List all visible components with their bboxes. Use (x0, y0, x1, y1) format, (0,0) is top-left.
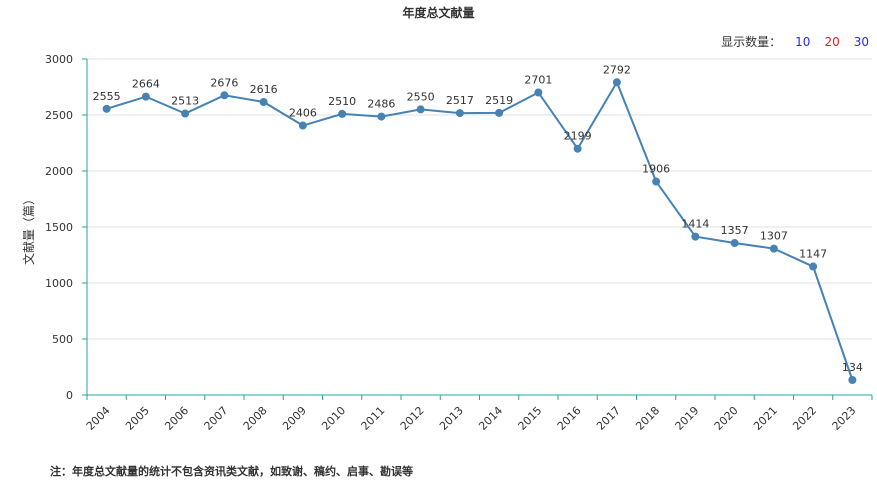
y-axis-label: 文献量（篇） (21, 193, 36, 265)
data-point (416, 105, 425, 114)
data-point (259, 98, 268, 107)
data-label: 2406 (289, 107, 317, 120)
data-label: 2555 (93, 90, 121, 103)
footnote: 注：年度总文献量的统计不包含资讯类文献，如致谢、稿约、启事、勘误等 (50, 465, 413, 478)
x-tick-label: 2022 (790, 404, 819, 433)
x-tick-label: 2015 (516, 404, 545, 433)
data-point (298, 121, 307, 130)
data-point (848, 375, 857, 384)
x-tick-label: 2023 (830, 404, 859, 433)
y-tick-label: 1000 (45, 277, 73, 290)
data-label: 2486 (367, 98, 395, 111)
x-tick-label: 2010 (319, 404, 348, 433)
display-count-label: 显示数量： (721, 35, 782, 49)
data-point (181, 109, 190, 118)
display-count-option-30[interactable]: 30 (853, 34, 869, 49)
x-tick-label: 2019 (673, 404, 702, 433)
x-tick-label: 2018 (633, 404, 662, 433)
y-tick-label: 500 (52, 333, 73, 346)
data-label: 1906 (642, 163, 670, 176)
data-label: 2517 (446, 94, 474, 107)
data-label: 1307 (760, 230, 788, 243)
data-label: 1414 (681, 218, 709, 231)
data-label: 2510 (328, 95, 356, 108)
data-point (455, 109, 464, 118)
data-label: 2550 (407, 90, 435, 103)
x-tick-label: 2021 (751, 404, 780, 433)
data-point (495, 108, 504, 117)
data-label: 1147 (799, 248, 827, 261)
x-tick-label: 2004 (84, 404, 113, 433)
data-point (338, 109, 347, 118)
x-tick-label: 2007 (202, 404, 231, 433)
data-point (691, 232, 700, 241)
y-tick-label: 2000 (45, 165, 73, 178)
display-count-selector: 显示数量： 10 20 30 (721, 33, 869, 50)
data-point (220, 91, 229, 100)
chart-title: 年度总文献量 (402, 6, 475, 20)
data-label: 2701 (524, 73, 552, 86)
display-count-option-20[interactable]: 20 (824, 34, 840, 49)
data-label: 2519 (485, 94, 513, 107)
x-tick-label: 2016 (555, 404, 584, 433)
data-label: 1357 (721, 224, 749, 237)
x-tick-label: 2012 (398, 404, 427, 433)
x-tick-label: 2013 (437, 404, 466, 433)
display-count-option-10[interactable]: 10 (795, 34, 811, 49)
y-tick-label: 2500 (45, 109, 73, 122)
data-point (769, 244, 778, 253)
x-tick-label: 2020 (712, 404, 741, 433)
x-tick-label: 2014 (476, 404, 505, 433)
data-point (141, 92, 150, 101)
data-label: 2616 (250, 83, 278, 96)
series-line (106, 80, 854, 381)
y-tick-label: 0 (66, 389, 73, 402)
x-tick-label: 2006 (162, 404, 191, 433)
data-label: 2199 (564, 130, 592, 143)
x-tick-label: 2005 (123, 404, 152, 433)
data-point (652, 177, 661, 186)
data-point (730, 239, 739, 248)
y-tick-label: 3000 (45, 53, 73, 66)
data-point (573, 144, 582, 153)
data-point (377, 112, 386, 121)
data-label: 2676 (210, 76, 238, 89)
x-tick-label: 2008 (241, 404, 270, 433)
data-point (102, 104, 111, 113)
data-point (534, 88, 543, 97)
x-tick-label: 2017 (594, 404, 623, 433)
data-label: 2792 (603, 63, 631, 76)
x-tick-label: 2009 (280, 404, 309, 433)
data-label: 2664 (132, 78, 160, 91)
data-point (809, 262, 818, 271)
y-tick-label: 1500 (45, 221, 73, 234)
data-label: 2513 (171, 95, 199, 108)
data-label: 134 (842, 361, 863, 374)
data-point (612, 78, 621, 87)
x-tick-label: 2011 (359, 404, 388, 433)
